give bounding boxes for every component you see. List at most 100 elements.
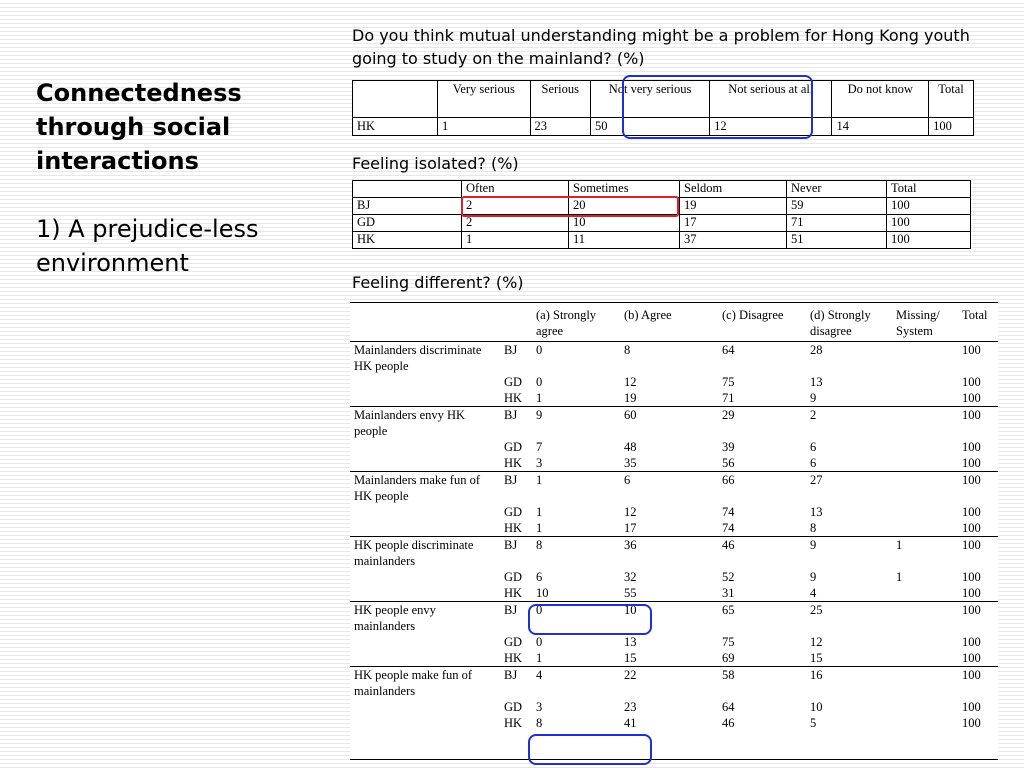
table-header: Very serious <box>437 80 531 118</box>
table-cell: 100 <box>962 586 981 600</box>
statement-label: HK people discriminate mainlanders <box>354 538 474 568</box>
feeling-different-table-wrapper: (a) Strongly agree (b) Agree (c) Disagre… <box>350 302 998 760</box>
table-cell: 25 <box>810 603 823 617</box>
region-label: GD <box>504 440 523 454</box>
table-cell: 9 <box>810 570 817 584</box>
region-label: BJ <box>504 408 518 422</box>
table-cell: 13 <box>810 375 823 389</box>
table-cell <box>892 699 958 715</box>
table-cell: 0 <box>536 635 543 649</box>
table-header: Total <box>928 80 974 118</box>
table-header: Seldom <box>679 180 787 198</box>
statement-spacer <box>350 585 500 602</box>
table-cell: 55 <box>624 586 637 600</box>
table-cell: 100 <box>886 197 971 215</box>
table-row: HK 8 41 46 5 100 <box>350 715 998 731</box>
table-cell: 64 <box>722 343 735 357</box>
table-cell: 100 <box>962 635 981 649</box>
table-cell <box>892 634 958 650</box>
table-cell: 11 <box>568 231 680 249</box>
table-cell: 48 <box>624 440 637 454</box>
table-cell: 0 <box>536 603 543 617</box>
region-label: HK <box>504 651 523 665</box>
table-row: BJ 2 20 19 59 100 <box>352 197 971 215</box>
statement-label: Mainlanders discriminate HK people <box>354 343 482 373</box>
table-cell: 71 <box>786 214 887 232</box>
table-cell: 71 <box>722 391 735 405</box>
table-cell: 100 <box>962 570 981 584</box>
region-label: BJ <box>504 603 518 617</box>
table-cell: 56 <box>722 456 735 470</box>
table-row: HK 1 17 74 8 100 <box>350 520 998 537</box>
table-row: GD 1 12 74 13 100 <box>350 504 998 520</box>
table-row: HK people discriminate mainlanders BJ 8 36 4… <box>350 537 998 570</box>
table-row: Mainlanders discriminate HK people BJ 0 8 64… <box>350 342 998 375</box>
table-cell: BJ <box>352 197 462 215</box>
table-cell: 75 <box>722 635 735 649</box>
table-cell: 10 <box>810 700 823 714</box>
table-cell: 6 <box>536 570 543 584</box>
table-cell: 13 <box>624 635 637 649</box>
table-cell: 19 <box>624 391 637 405</box>
statement-spacer <box>350 650 500 667</box>
table-row: Mainlanders make fun of HK people BJ 1 6 66 2… <box>350 472 998 505</box>
table-cell: 12 <box>624 505 637 519</box>
table-header: Sometimes <box>568 180 680 198</box>
table-cell: 10 <box>624 603 637 617</box>
table-cell: 22 <box>624 668 637 682</box>
table-header: Not very serious <box>589 80 711 118</box>
table-cell: 39 <box>722 440 735 454</box>
table-cell <box>892 520 958 537</box>
statement-label: Mainlanders envy HK people <box>354 408 466 438</box>
statement-spacer <box>350 634 500 650</box>
table-cell: 64 <box>722 700 735 714</box>
table-cell: 100 <box>962 603 981 617</box>
table-header: Missing/ System <box>896 308 940 338</box>
table-cell <box>892 472 958 505</box>
table-cell: 100 <box>962 521 981 535</box>
region-label: HK <box>504 521 523 535</box>
table-cell: 100 <box>886 214 971 232</box>
table-cell: 2 <box>461 214 569 232</box>
table-cell: 15 <box>810 651 823 665</box>
statement-spacer <box>350 715 500 731</box>
table-cell: 100 <box>962 668 981 682</box>
table-cell <box>892 374 958 390</box>
table-cell: 1 <box>896 570 903 584</box>
table-cell: 100 <box>962 473 981 487</box>
table-cell: 3 <box>536 456 543 470</box>
table-cell: 65 <box>722 603 735 617</box>
table-header: (a) Strongly agree <box>536 308 597 338</box>
table-cell: 1 <box>536 391 543 405</box>
table-cell: 2 <box>810 408 817 422</box>
table-header: (c) Disagree <box>722 308 784 322</box>
slide-subtitle: 1) A prejudice-less environment <box>36 215 259 277</box>
region-label: GD <box>504 700 523 714</box>
table-row: GD 0 12 75 13 100 <box>350 374 998 390</box>
statement-spacer <box>350 569 500 585</box>
table-header <box>500 303 532 342</box>
table-cell: 100 <box>962 343 981 357</box>
statement-spacer <box>350 699 500 715</box>
table-cell: 28 <box>810 343 823 357</box>
table-cell: 46 <box>722 716 735 730</box>
table-cell: 100 <box>962 700 981 714</box>
table-cell: 100 <box>962 391 981 405</box>
table-row: HK 3 35 56 6 100 <box>350 455 998 472</box>
region-label: HK <box>504 456 523 470</box>
statement-spacer <box>350 455 500 472</box>
feeling-isolated-table: Often Sometimes Seldom Never Total BJ 2 … <box>352 180 971 249</box>
table-header: Not serious at all <box>709 80 833 118</box>
table-cell: 32 <box>624 570 637 584</box>
table-cell: 75 <box>722 375 735 389</box>
table-cell <box>892 407 958 440</box>
statement-label: Mainlanders make fun of HK people <box>354 473 481 503</box>
table-cell: HK <box>352 231 462 249</box>
table-row: HK 10 55 31 4 100 <box>350 585 998 602</box>
table-cell: 36 <box>624 538 637 552</box>
table-row: GD 0 13 75 12 100 <box>350 634 998 650</box>
table-cell: 14 <box>831 117 930 136</box>
statement-group: Mainlanders make fun of HK people BJ 1 6 66 2… <box>350 471 998 537</box>
table-cell: 15 <box>624 651 637 665</box>
table-cell: 10 <box>536 586 549 600</box>
